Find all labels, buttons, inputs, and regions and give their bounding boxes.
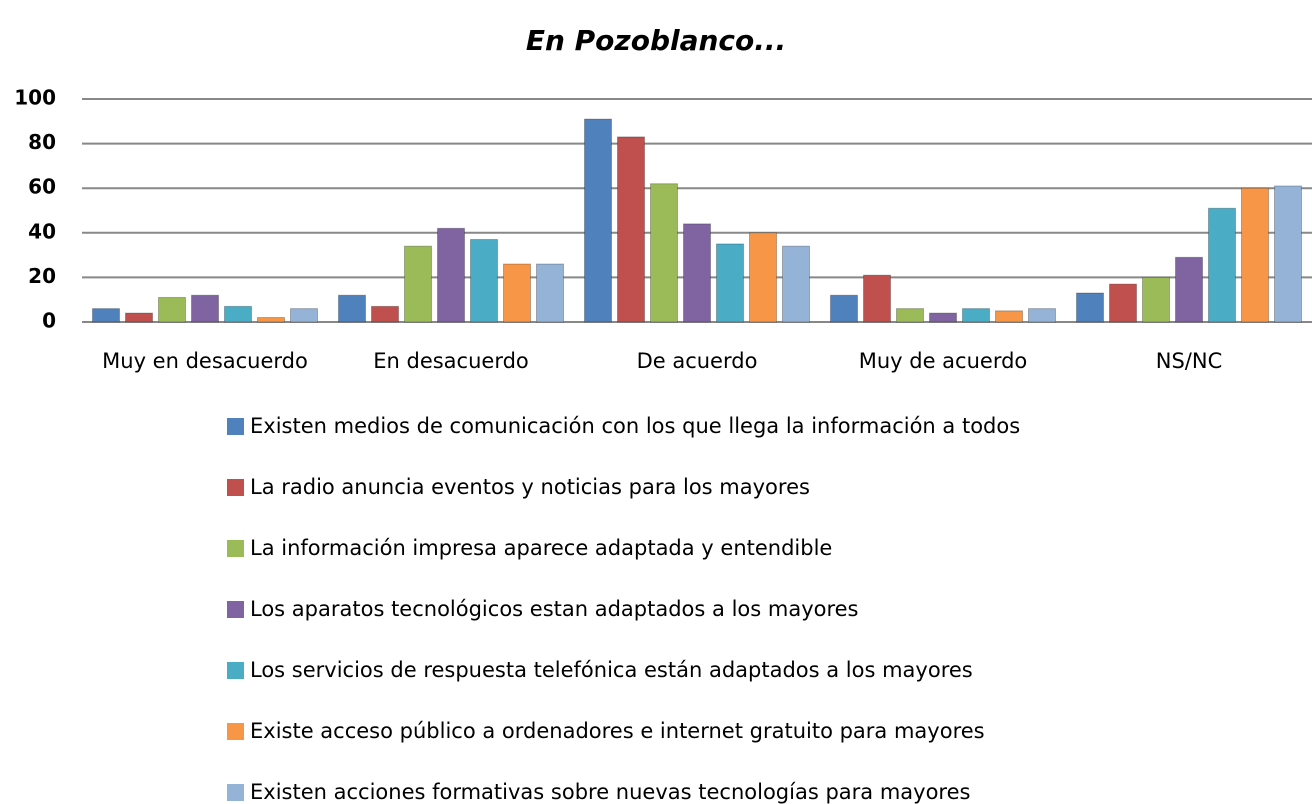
bar	[224, 305, 252, 323]
y-tick-label: 60	[28, 175, 56, 199]
legend-label: Los servicios de respuesta telefónica es…	[250, 658, 973, 682]
legend-swatch	[227, 418, 244, 435]
bar	[896, 308, 924, 323]
x-tick-label: De acuerdo	[637, 349, 758, 373]
x-tick-label: Muy de acuerdo	[859, 349, 1028, 373]
bar	[1028, 308, 1056, 323]
bar	[1076, 292, 1104, 323]
bar	[1241, 187, 1269, 323]
bar	[929, 312, 957, 323]
bar	[92, 308, 120, 323]
bar	[536, 263, 564, 323]
y-tick-label: 0	[42, 309, 56, 333]
y-tick-label: 40	[28, 219, 56, 243]
bar	[1175, 256, 1203, 323]
bar	[191, 294, 219, 323]
y-tick-label: 80	[28, 130, 56, 154]
y-tick-label: 100	[14, 86, 56, 110]
bar	[863, 274, 891, 323]
legend-label: Existe acceso público a ordenadores e in…	[250, 719, 985, 743]
bar	[404, 245, 432, 323]
x-tick-label: NS/NC	[1156, 349, 1223, 373]
bar	[1208, 207, 1236, 323]
bar	[338, 294, 366, 323]
legend-label: La información impresa aparece adaptada …	[250, 536, 832, 560]
bar	[437, 227, 465, 323]
bar	[749, 232, 777, 323]
legend-swatch	[227, 479, 244, 496]
legend-label: Existen acciones formativas sobre nuevas…	[250, 780, 970, 804]
bar	[1142, 276, 1170, 323]
bar	[683, 223, 711, 323]
legend-label: Existen medios de comunicación con los q…	[250, 414, 1020, 438]
bar	[1274, 185, 1302, 323]
bar	[125, 312, 153, 323]
legend-swatch	[227, 662, 244, 679]
chart-title: En Pozoblanco...	[526, 24, 786, 57]
x-tick-label: En desacuerdo	[373, 349, 529, 373]
bar	[503, 263, 531, 323]
legend-swatch	[227, 601, 244, 618]
bar	[650, 183, 678, 323]
bar	[470, 238, 498, 323]
bar	[1109, 283, 1137, 323]
legend-label: Los aparatos tecnológicos estan adaptado…	[250, 597, 859, 621]
legend-swatch	[227, 723, 244, 740]
bar	[962, 308, 990, 323]
x-tick-label: Muy en desacuerdo	[102, 349, 308, 373]
bar	[290, 308, 318, 323]
bar	[830, 294, 858, 323]
bar	[716, 243, 744, 323]
bar	[584, 118, 612, 323]
legend-swatch	[227, 784, 244, 801]
bar	[995, 310, 1023, 323]
legend-label: La radio anuncia eventos y noticias para…	[250, 475, 810, 499]
legend-swatch	[227, 540, 244, 557]
bar	[371, 305, 399, 323]
bar	[257, 317, 285, 323]
bar	[782, 245, 810, 323]
bar	[158, 296, 186, 323]
y-tick-label: 20	[28, 264, 56, 288]
bar	[617, 136, 645, 323]
